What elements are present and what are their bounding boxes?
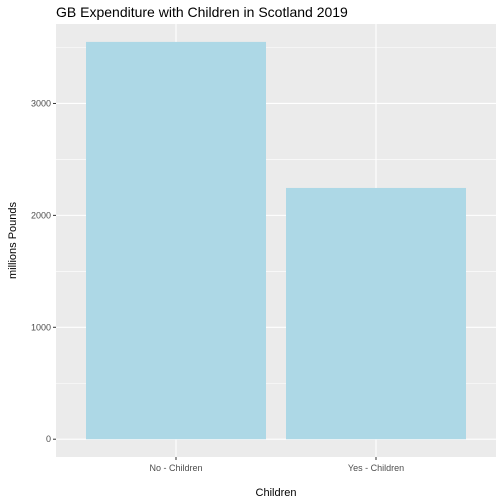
x-tick-label: No - Children: [149, 463, 202, 473]
y-axis-title: millions Pounds: [7, 201, 19, 279]
x-tick-label: Yes - Children: [348, 463, 404, 473]
y-tick-label: 3000: [31, 98, 51, 108]
bar: [86, 41, 266, 440]
x-axis-title: Children: [256, 487, 297, 499]
bars: [86, 41, 466, 440]
y-axis: 0 1000 2000 3000: [31, 98, 56, 444]
y-tick-label: 0: [46, 434, 51, 444]
y-tick-label: 2000: [31, 210, 51, 220]
x-axis: No - Children Yes - Children: [149, 457, 404, 473]
chart-title: GB Expenditure with Children in Scotland…: [56, 4, 348, 20]
bar: [286, 187, 466, 440]
y-tick-label: 1000: [31, 322, 51, 332]
